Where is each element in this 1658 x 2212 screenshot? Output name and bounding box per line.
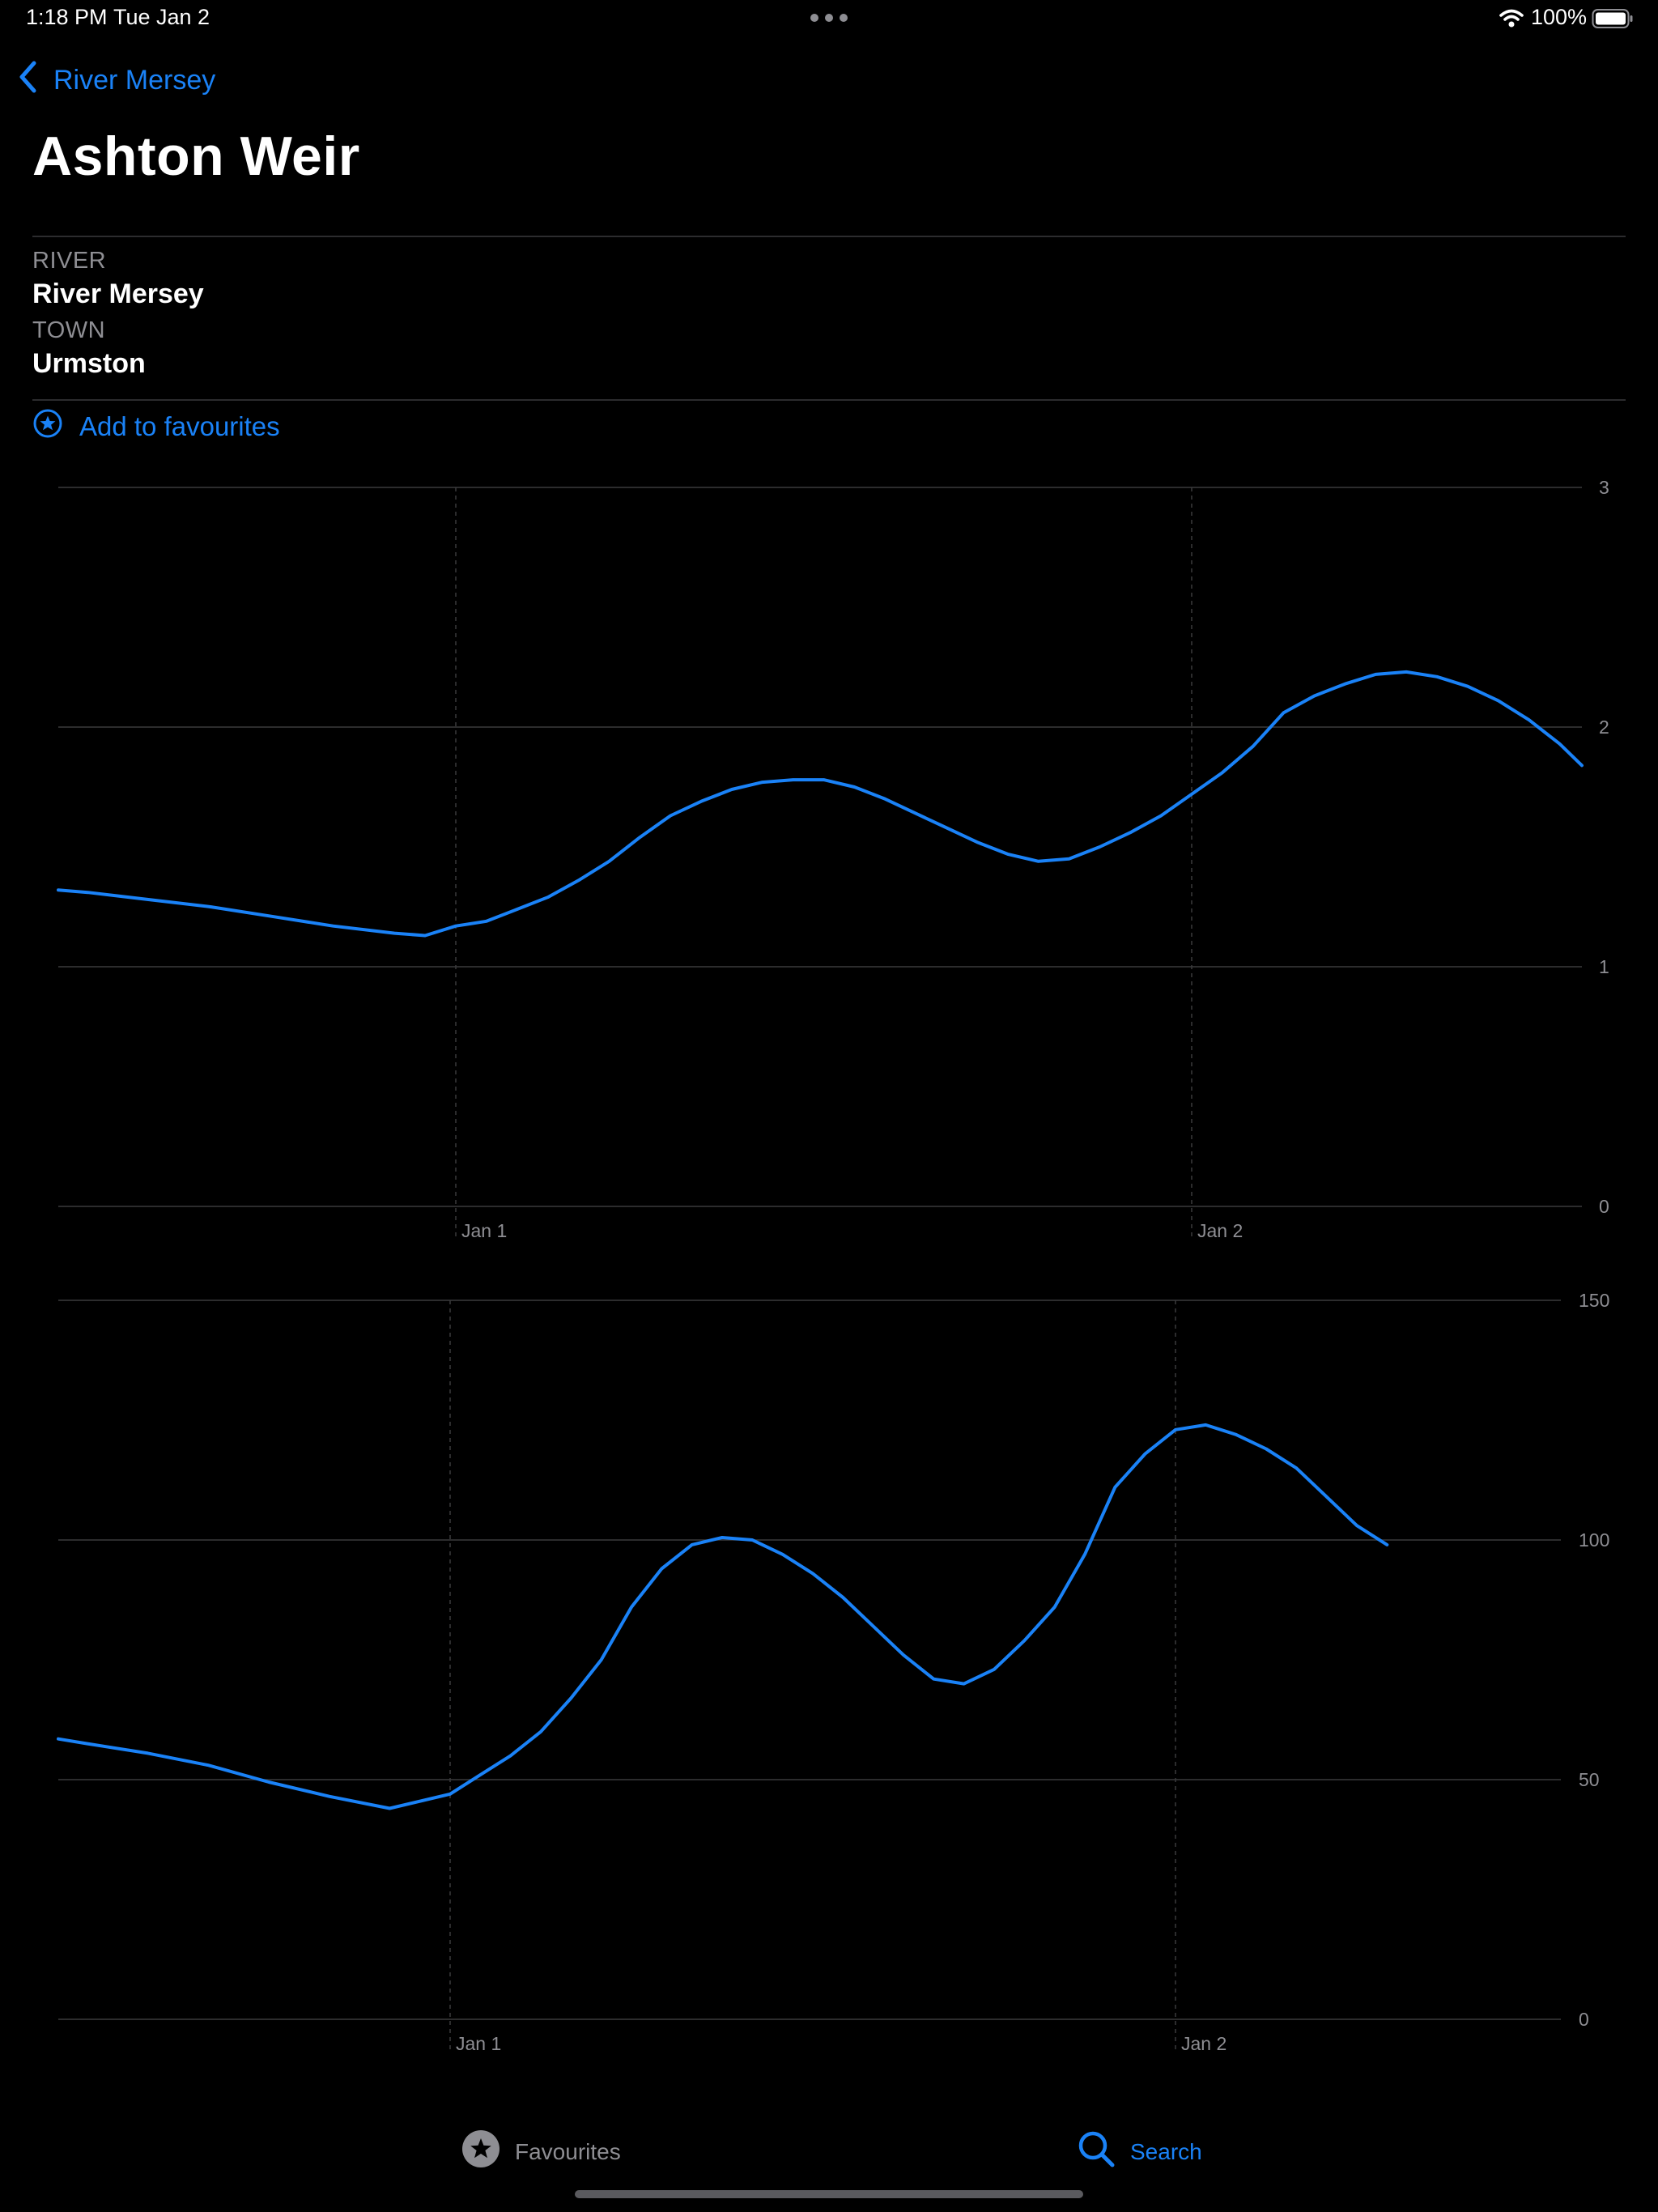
river-label: RIVER	[32, 248, 107, 274]
tab-favourites-label: Favourites	[515, 2138, 621, 2164]
tab-search-label: Search	[1130, 2138, 1202, 2164]
battery-icon	[1592, 8, 1634, 29]
y-tick-label: 3	[1599, 477, 1609, 498]
battery-percent: 100%	[1531, 5, 1588, 29]
chart-2-grid	[58, 1300, 1561, 2052]
star-circle-icon	[461, 2129, 500, 2174]
y-tick-label: 100	[1579, 1529, 1609, 1551]
chart-2-labels: 0 50 100 150 Jan 1 Jan 2	[456, 1290, 1609, 2054]
x-tick-label: Jan 2	[1197, 1220, 1243, 1241]
x-tick-label: Jan 1	[456, 2033, 501, 2054]
x-tick-label: Jan 1	[461, 1220, 507, 1241]
add-to-favourites-label: Add to favourites	[79, 411, 280, 441]
y-tick-label: 0	[1579, 2009, 1589, 2030]
y-tick-label: 0	[1599, 1196, 1609, 1217]
flow-chart: 0 50 100 150 Jan 1 Jan 2	[57, 1290, 1609, 2054]
status-time: 1:18 PM	[26, 5, 108, 29]
home-indicator	[575, 2190, 1083, 2198]
y-tick-label: 2	[1599, 717, 1609, 738]
chart-1-line	[57, 670, 1584, 938]
y-tick-label: 50	[1579, 1769, 1600, 1790]
add-to-favourites-button[interactable]: Add to favourites	[32, 408, 280, 445]
town-value: Urmston	[32, 348, 146, 379]
chart-2-line	[57, 1423, 1389, 1810]
chart-1-labels: 0 1 2 3 Jan 1 Jan 2	[461, 477, 1609, 1241]
level-chart: 0 1 2 3 Jan 1 Jan 2	[57, 477, 1609, 1241]
y-tick-label: 1	[1599, 956, 1609, 977]
wifi-icon	[1499, 8, 1524, 29]
y-tick-label: 150	[1579, 1290, 1609, 1311]
divider	[32, 399, 1626, 401]
tab-search[interactable]: Search	[1077, 2129, 1202, 2174]
tab-favourites[interactable]: Favourites	[461, 2129, 621, 2174]
chart-1-grid	[58, 487, 1582, 1239]
chevron-left-icon	[18, 60, 40, 101]
magnifying-glass-icon	[1077, 2129, 1116, 2174]
page-title: Ashton Weir	[32, 125, 360, 187]
divider	[32, 236, 1626, 237]
status-date: Tue Jan 2	[113, 5, 210, 29]
multitasking-dots-icon[interactable]	[810, 11, 848, 23]
x-tick-label: Jan 2	[1181, 2033, 1226, 2054]
river-value: River Mersey	[32, 279, 204, 309]
town-label: TOWN	[32, 317, 106, 343]
star-circle-icon	[32, 408, 79, 445]
back-button-label: River Mersey	[53, 64, 216, 96]
back-button[interactable]: River Mersey	[18, 60, 215, 100]
